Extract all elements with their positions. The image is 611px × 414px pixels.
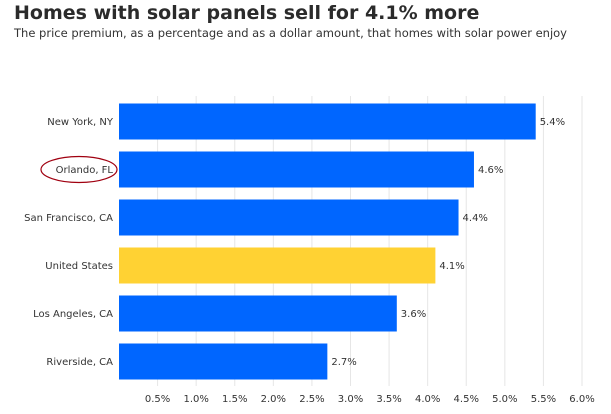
data-label: 5.4%: [540, 117, 565, 128]
x-tick-label: 4.0%: [415, 394, 440, 405]
chart-subtitle: The price premium, as a percentage and a…: [14, 26, 567, 40]
x-tick-label: 3.5%: [376, 394, 401, 405]
category-label: New York, NY: [47, 117, 114, 128]
x-tick-label: 4.5%: [454, 394, 479, 405]
data-label: 2.7%: [331, 357, 356, 368]
category-label: United States: [45, 261, 113, 272]
data-label: 3.6%: [401, 309, 426, 320]
x-tick-label: 6.0%: [569, 394, 594, 405]
x-tick-label: 0.5%: [145, 394, 170, 405]
data-label: 4.4%: [463, 213, 488, 224]
bar: [119, 247, 436, 284]
bar: [119, 295, 397, 332]
chart-title: Homes with solar panels sell for 4.1% mo…: [14, 2, 480, 24]
x-tick-label: 5.0%: [492, 394, 517, 405]
category-label: Los Angeles, CA: [33, 309, 113, 320]
x-tick-label: 2.5%: [299, 394, 324, 405]
x-tick-label: 2.0%: [261, 394, 286, 405]
category-label: Riverside, CA: [46, 357, 113, 368]
x-tick-label: 1.5%: [222, 394, 247, 405]
x-tick-label: 5.5%: [531, 394, 556, 405]
category-label: Orlando, FL: [56, 165, 114, 176]
x-tick-label: 1.0%: [183, 394, 208, 405]
bar: [119, 151, 474, 188]
bar: [119, 199, 459, 236]
category-label: San Francisco, CA: [24, 213, 113, 224]
data-label: 4.1%: [439, 261, 464, 272]
bar: [119, 343, 328, 380]
x-tick-label: 3.0%: [338, 394, 363, 405]
annotation-ellipse: [40, 155, 118, 184]
bar: [119, 103, 536, 140]
data-label: 4.6%: [478, 165, 503, 176]
